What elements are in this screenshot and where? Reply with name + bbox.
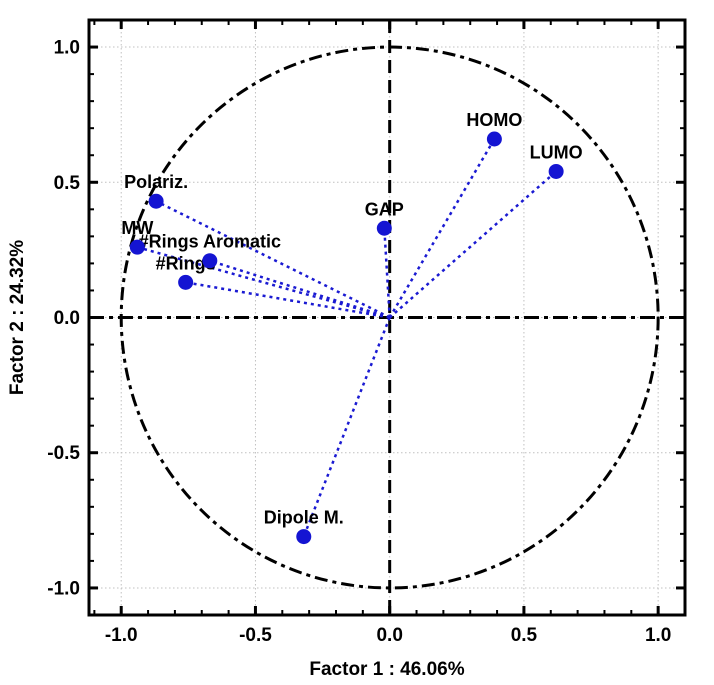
loading-ray (136, 245, 391, 319)
loading-ray (302, 317, 391, 538)
data-point (202, 253, 218, 269)
loading-ray (209, 259, 391, 319)
x-tick-label: 0.5 (511, 625, 538, 646)
loading-ray (388, 138, 496, 319)
point-label: Polariz. (124, 172, 188, 192)
point-label: LUMO (530, 142, 583, 162)
loading-ray (388, 170, 557, 319)
point-label: #Rings (156, 253, 216, 273)
plot-frame (87, 18, 687, 617)
loading-ray (155, 200, 391, 319)
data-point (548, 163, 564, 179)
data-point (129, 239, 145, 255)
loading-ray (185, 281, 390, 319)
point-label: Dipole M. (264, 508, 344, 528)
data-point (486, 131, 502, 147)
y-tick-label: -1.0 (47, 578, 80, 599)
y-axis-title: Factor 2 : 24.32% (7, 239, 28, 396)
loading-ray (383, 228, 391, 318)
data-point (148, 193, 164, 209)
y-tick-label: 0.0 (54, 308, 80, 329)
x-tick-label: 1.0 (645, 625, 671, 646)
point-label: #Rings Aromatic (139, 232, 281, 252)
point-label: MW (121, 218, 153, 238)
y-tick-label: 1.0 (54, 38, 80, 59)
point-label: GAP (365, 199, 404, 219)
point-label: HOMO (466, 110, 522, 130)
x-tick-label: -0.5 (239, 625, 272, 646)
data-point (376, 220, 392, 236)
x-tick-label: 0.0 (376, 625, 402, 646)
unit-circle (119, 45, 660, 590)
data-point (296, 529, 312, 545)
x-tick-label: -1.0 (105, 625, 138, 646)
x-axis-title: Factor 1 : 46.06% (309, 659, 465, 680)
data-point (178, 274, 194, 290)
y-tick-label: 0.5 (54, 173, 81, 194)
y-tick-label: -0.5 (47, 443, 80, 464)
